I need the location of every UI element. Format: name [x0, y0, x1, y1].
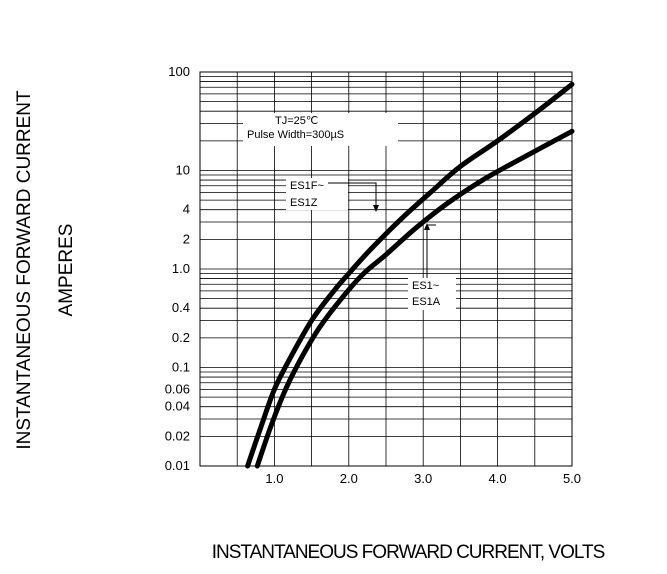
y-tick-label: 0.01 — [165, 458, 190, 473]
y-tick-label: 4 — [183, 202, 190, 217]
x-tick-label: 2.0 — [340, 471, 358, 486]
series-line-es1f-es1z — [245, 81, 575, 469]
y-tick-label: 10 — [176, 163, 190, 178]
series-layer — [245, 81, 575, 469]
y-tick-label: 0.4 — [172, 300, 190, 315]
x-tick-label: 1.0 — [265, 471, 283, 486]
curve-a-arrow-line — [328, 182, 377, 208]
y-tick-label: 100 — [168, 64, 190, 79]
y-tick-label: 2 — [183, 231, 190, 246]
curve-a-arrowhead — [373, 205, 379, 212]
y-tick-label: 0.04 — [165, 399, 190, 414]
curve-b-label-bg — [408, 278, 456, 310]
curve-a-label-line-1: ES1F~ — [290, 180, 324, 192]
x-tick-label: 4.0 — [489, 471, 507, 486]
chart-grid — [200, 71, 572, 467]
plot-frame — [199, 71, 573, 467]
curve-a-annotation: ES1F~ ES1Z — [286, 178, 379, 212]
x-tick-label: 5.0 — [563, 471, 581, 486]
y-axis-title-line-2: AMPERES — [56, 224, 77, 317]
conditions-annotation: TJ=25℃ Pulse Width=300µS — [243, 113, 398, 146]
x-axis-title: INSTANTANEOUS FORWARD CURRENT, VOLTS — [212, 542, 605, 563]
curve-b-annotation: ES1~ ES1A — [408, 223, 456, 310]
y-tick-label: 0.1 — [172, 360, 190, 375]
y-tick-label: 0.2 — [172, 330, 190, 345]
conditions-line-2: Pulse Width=300µS — [247, 129, 344, 141]
y-tick-labels: 100 10 4 2 1.0 0.4 0.2 0.1 0.06 0.04 0.02 0.01 — [165, 64, 190, 473]
curve-b-label-line-1: ES1~ — [412, 280, 439, 292]
y-tick-label: 0.02 — [165, 428, 190, 443]
curve-a-label-line-2: ES1Z — [290, 197, 318, 209]
y-tick-label: 0.06 — [165, 381, 190, 396]
y-tick-label: 1.0 — [172, 261, 190, 276]
x-tick-labels: 1.0 2.0 3.0 4.0 5.0 — [265, 471, 581, 486]
y-axis-title-line-1: INSTANTANEOUS FORWARD CURRENT — [14, 90, 35, 450]
x-tick-label: 3.0 — [414, 471, 432, 486]
curve-b-label-line-2: ES1A — [412, 296, 441, 308]
curve-b-arrowhead — [424, 223, 430, 230]
series-line-es1-es1a — [254, 128, 575, 469]
curve-b-arrow-line — [426, 224, 436, 278]
conditions-line-1: TJ=25℃ — [275, 115, 318, 127]
conditions-box — [243, 113, 398, 146]
